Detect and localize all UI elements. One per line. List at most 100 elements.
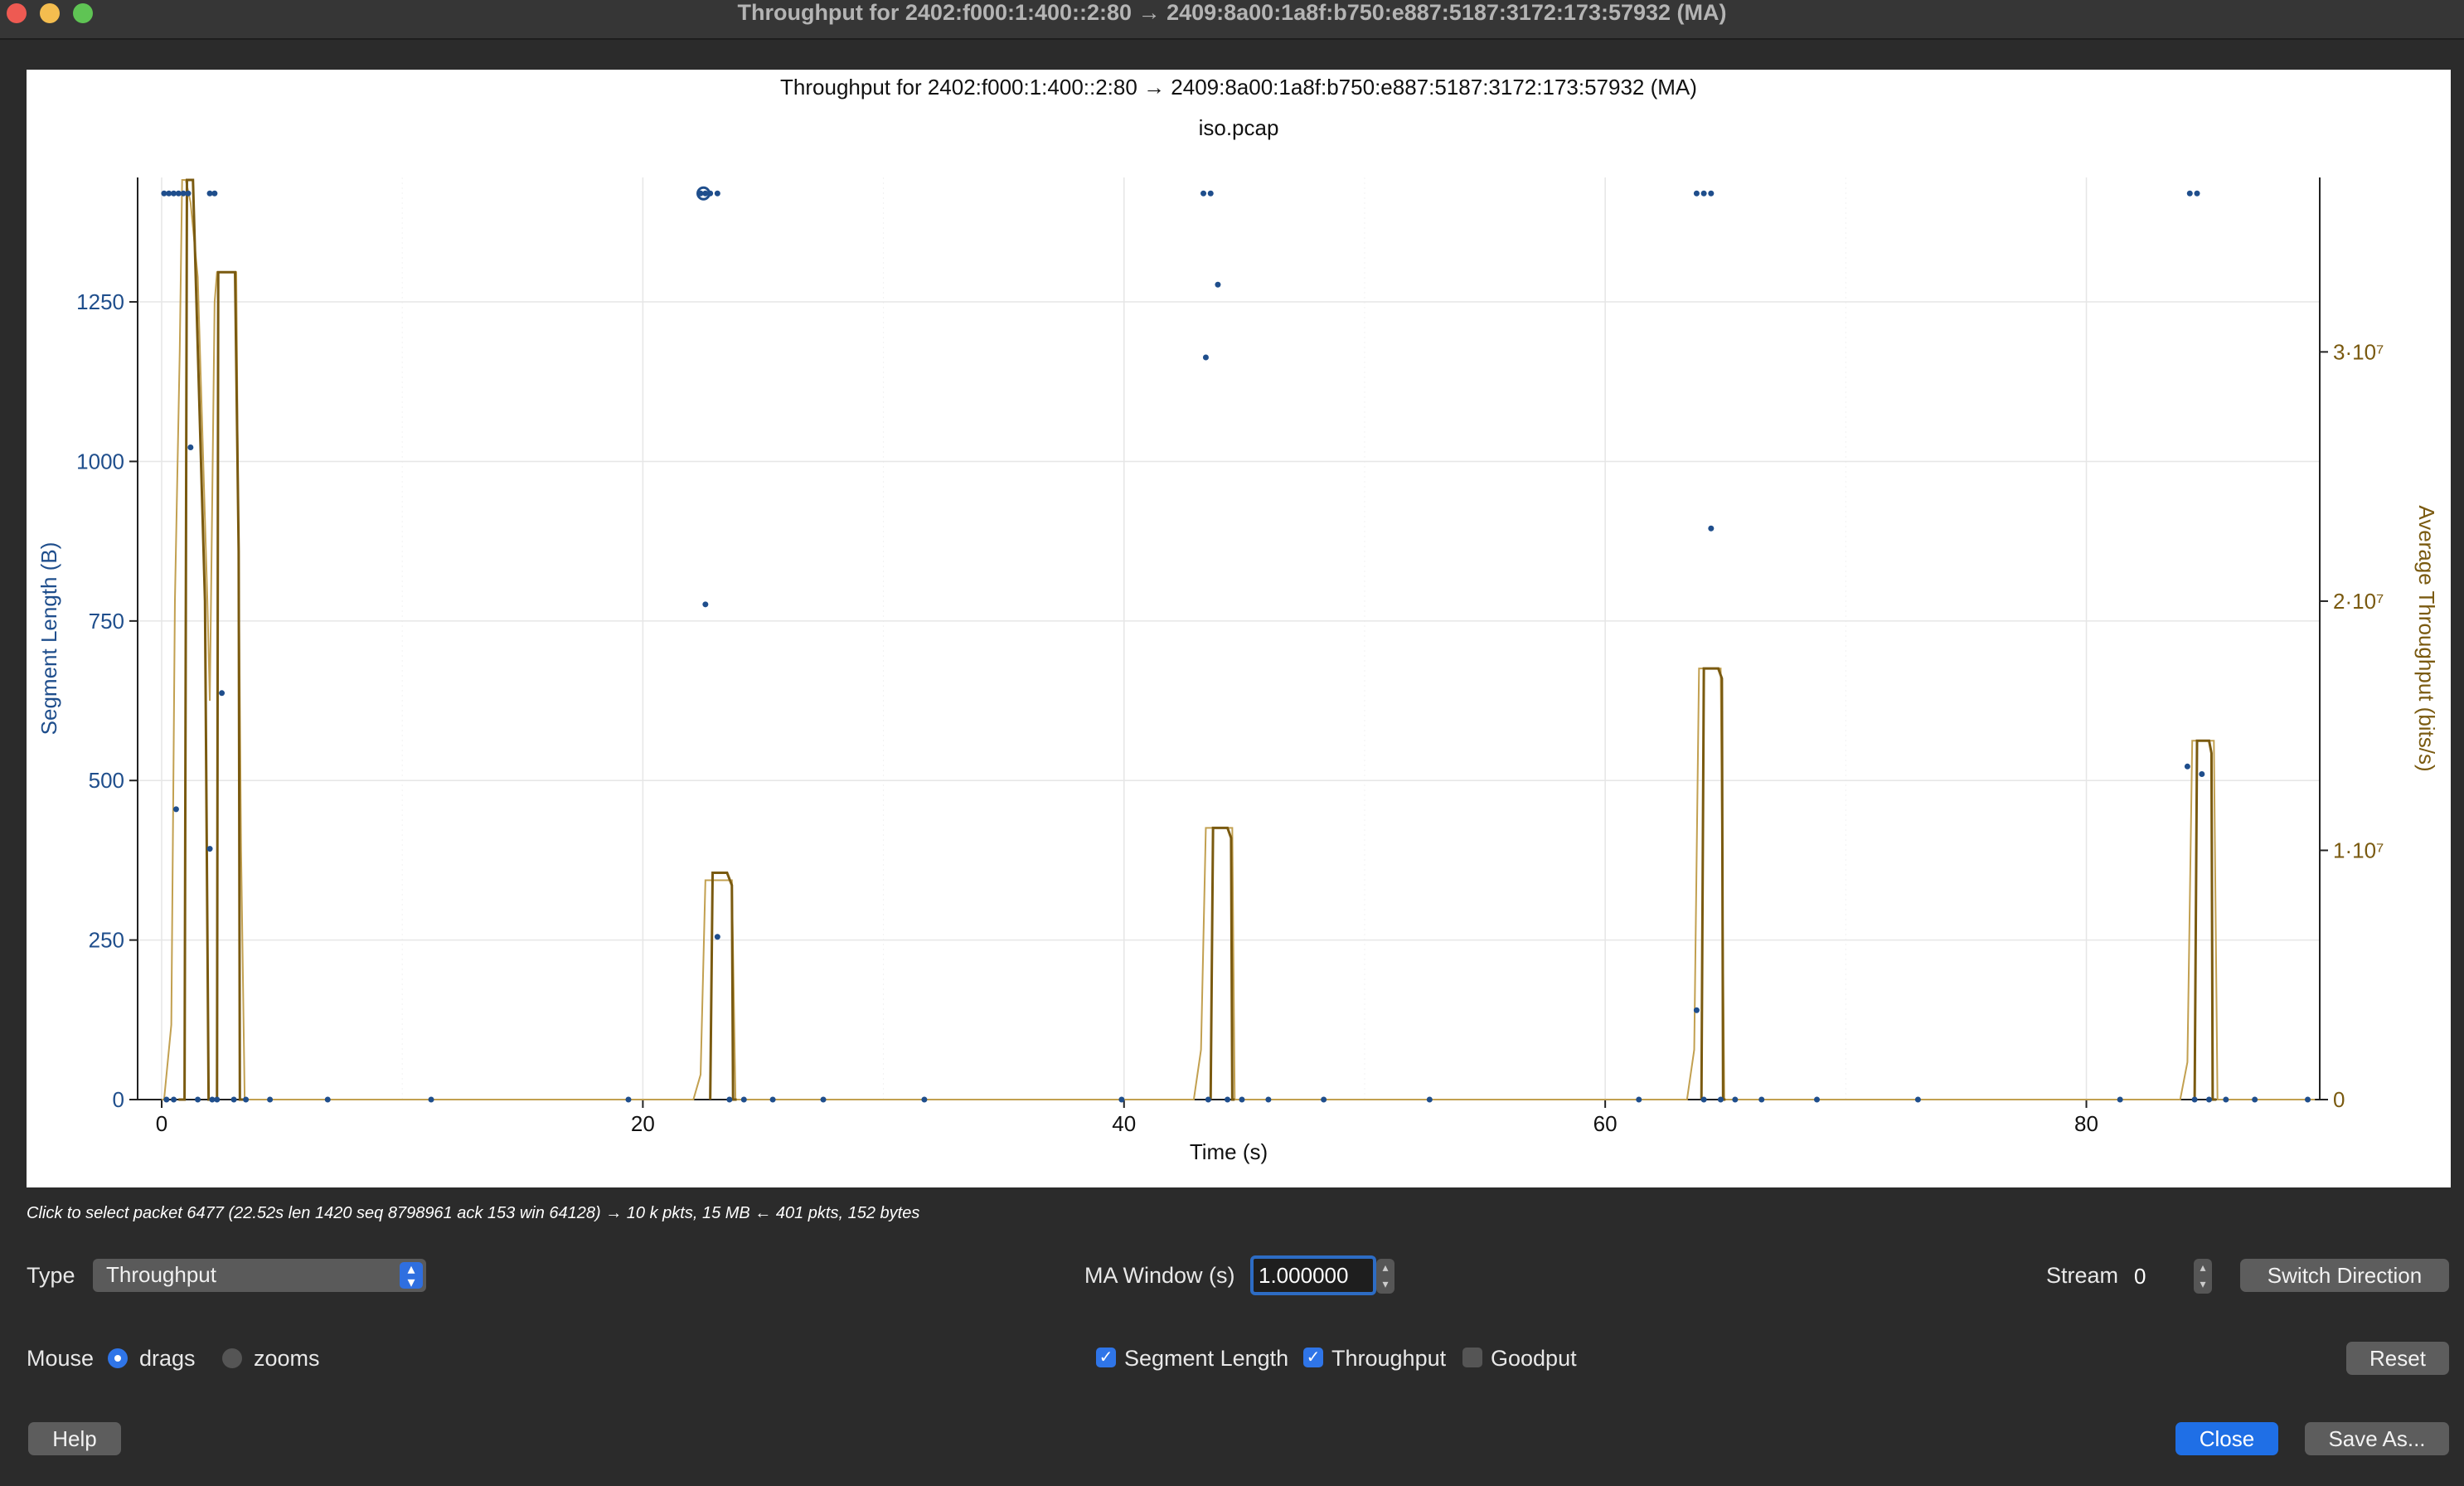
segment-point xyxy=(172,806,179,813)
segment-point xyxy=(714,934,720,940)
segment-point xyxy=(1200,190,1207,197)
y-left-tick-label: 0 xyxy=(113,1087,124,1112)
segment-point xyxy=(185,190,192,197)
segment-point xyxy=(206,190,213,197)
plot-area[interactable]: Throughput for 2402:f000:1:400::2:80 → 2… xyxy=(27,70,2451,1187)
segment-point xyxy=(163,1096,170,1103)
segment-point xyxy=(769,1096,776,1103)
segment-point xyxy=(1636,1096,1642,1103)
window-close-button[interactable] xyxy=(7,3,27,23)
goodput-label: Goodput xyxy=(1491,1346,1577,1371)
segment-point xyxy=(211,190,218,197)
segment-point xyxy=(1708,525,1715,532)
chart-title: Throughput for 2402:f000:1:400::2:80 → 2… xyxy=(780,75,1697,100)
x-tick-label: 60 xyxy=(1593,1111,1618,1136)
segment-point xyxy=(921,1096,928,1103)
x-axis-label: Time (s) xyxy=(1190,1139,1268,1164)
y-left-tick-label: 750 xyxy=(89,609,124,634)
segment-point xyxy=(726,1096,733,1103)
throughput-line xyxy=(1209,826,1235,1101)
status-text: Click to select packet 6477 (22.52s len … xyxy=(27,1204,920,1222)
segment-point xyxy=(428,1096,434,1103)
reset-button[interactable]: Reset xyxy=(2346,1342,2449,1375)
zooms-label: zooms xyxy=(254,1346,320,1371)
ma-window-label: MA Window (s) xyxy=(1084,1263,1235,1288)
segment-point xyxy=(230,1096,237,1103)
segment-point xyxy=(714,190,720,197)
y-left-axis-label: Segment Length (B) xyxy=(36,542,61,736)
x-tick-label: 40 xyxy=(1112,1111,1136,1136)
segment-point xyxy=(1758,1096,1765,1103)
throughput-line xyxy=(1700,667,1726,1101)
segment-point xyxy=(2199,771,2205,778)
ma-window-stepper[interactable]: ▴ ▾ xyxy=(1376,1259,1394,1294)
segment-point xyxy=(243,1096,250,1103)
segment-point xyxy=(1708,190,1715,197)
save-as-button[interactable]: Save As... xyxy=(2305,1422,2449,1455)
segment-point xyxy=(740,1096,747,1103)
segment-point xyxy=(206,846,213,852)
y-right-tick-label: 3·10⁷ xyxy=(2333,339,2384,364)
x-tick-label: 0 xyxy=(156,1111,167,1136)
segment-point xyxy=(702,601,709,608)
segment-point xyxy=(1265,1096,1272,1103)
stream-label: Stream xyxy=(2046,1263,2119,1288)
segment-point xyxy=(209,1096,216,1103)
segment-point xyxy=(702,190,709,197)
close-button[interactable]: Close xyxy=(2175,1422,2278,1455)
title-bar: Throughput for 2402:f000:1:400::2:80 → 2… xyxy=(0,0,2464,40)
switch-direction-button[interactable]: Switch Direction xyxy=(2240,1259,2449,1292)
throughput-line xyxy=(178,178,212,1101)
goodput-checkbox[interactable] xyxy=(1462,1348,1482,1367)
segment-point xyxy=(2304,1096,2311,1103)
y-right-tick-label: 2·10⁷ xyxy=(2333,589,2384,614)
segment-point xyxy=(1215,281,1221,288)
window-zoom-button[interactable] xyxy=(73,3,93,23)
segment-point xyxy=(166,190,172,197)
throughput-checkbox[interactable]: ✓ xyxy=(1303,1348,1323,1367)
mouse-label: Mouse xyxy=(27,1346,95,1371)
segment-point xyxy=(1321,1096,1327,1103)
segment-point xyxy=(1207,190,1214,197)
segment-length-checkbox[interactable]: ✓ xyxy=(1096,1348,1116,1367)
segment-point xyxy=(175,190,182,197)
segment-point xyxy=(820,1096,827,1103)
segment-point xyxy=(1205,1096,1211,1103)
segment-point xyxy=(161,190,167,197)
y-right-tick-label: 0 xyxy=(2333,1087,2345,1112)
y-right-axis-label: Average Throughput (bits/s) xyxy=(2414,505,2439,771)
y-left-tick-label: 1250 xyxy=(76,289,124,314)
segment-point xyxy=(214,1096,221,1103)
segment-point xyxy=(1700,190,1707,197)
drags-radio[interactable] xyxy=(108,1348,128,1368)
segment-point xyxy=(2184,763,2190,770)
type-select-value: Throughput xyxy=(106,1262,216,1287)
segment-point xyxy=(1814,1096,1821,1103)
type-label: Type xyxy=(27,1263,75,1288)
throughput-chart[interactable]: Throughput for 2402:f000:1:400::2:80 → 2… xyxy=(27,70,2451,1187)
y-left-tick-label: 500 xyxy=(89,768,124,793)
type-select[interactable]: Throughput ▴ ▾ xyxy=(93,1259,426,1292)
help-button[interactable]: Help xyxy=(28,1422,121,1455)
segment-point xyxy=(1693,190,1700,197)
segment-point xyxy=(1202,354,1209,361)
selected-packet-marker xyxy=(696,186,711,201)
window-minimize-button[interactable] xyxy=(40,3,60,23)
segment-point xyxy=(180,190,187,197)
segment-point xyxy=(187,444,194,451)
drags-label: drags xyxy=(139,1346,196,1371)
stream-input[interactable]: 0 xyxy=(2129,1262,2192,1290)
zooms-radio[interactable] xyxy=(222,1348,242,1368)
throughput-ma-line xyxy=(162,179,2316,1100)
segment-point xyxy=(2186,190,2193,197)
stream-stepper[interactable]: ▴ ▾ xyxy=(2194,1259,2212,1294)
segment-point xyxy=(2223,1096,2229,1103)
segment-point xyxy=(267,1096,274,1103)
segment-point xyxy=(1118,1096,1125,1103)
throughput-line xyxy=(2193,739,2217,1101)
segment-point xyxy=(1239,1096,1245,1103)
ma-window-input[interactable]: 1.000000 xyxy=(1250,1255,1376,1295)
segment-point xyxy=(171,190,177,197)
segment-point xyxy=(171,1096,177,1103)
x-tick-label: 20 xyxy=(631,1111,655,1136)
